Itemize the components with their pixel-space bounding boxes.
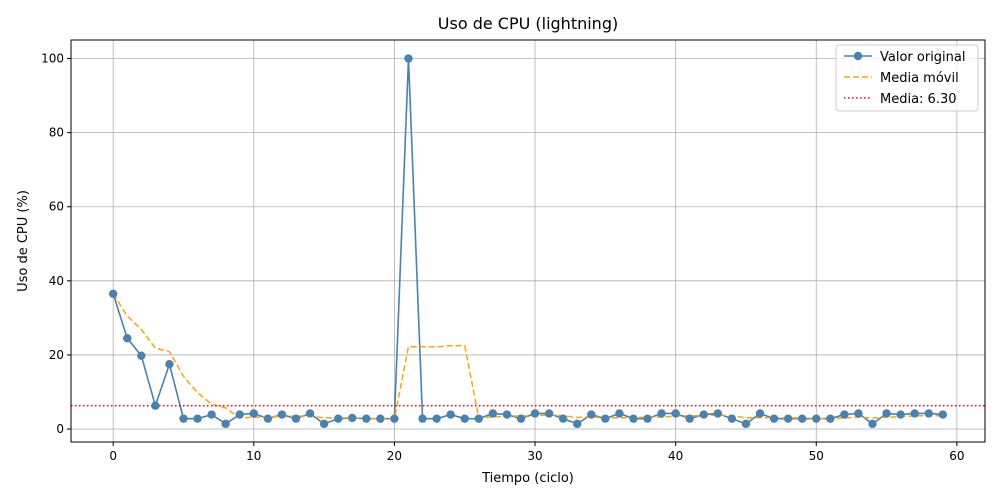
data-point-original (460, 414, 469, 423)
data-point-original (558, 414, 568, 423)
x-tick-label: 10 (246, 449, 261, 463)
data-point-original (502, 410, 512, 419)
data-point-original (404, 54, 413, 63)
data-point-original (362, 414, 371, 423)
data-point-original (544, 409, 554, 418)
legend-marker-original (853, 51, 863, 61)
grid (71, 40, 985, 442)
data-point-original (896, 410, 905, 419)
data-point-original (882, 409, 891, 418)
data-point-original (348, 413, 357, 423)
data-point-original (826, 414, 835, 423)
y-tick-label: 40 (49, 274, 64, 288)
y-tick-label: 60 (49, 200, 64, 214)
data-point-original (769, 414, 779, 423)
data-point-original (108, 289, 118, 298)
legend-box (835, 44, 979, 112)
data-point-original (263, 414, 273, 423)
data-point-original (938, 410, 948, 419)
data-point-original (333, 414, 343, 423)
data-point-original (741, 419, 751, 429)
legend-label-moving-average: Media móvil (880, 71, 959, 86)
data-point-original (601, 414, 610, 423)
x-tick-label: 40 (668, 449, 683, 463)
data-point-original (924, 409, 933, 418)
data-point-original (699, 410, 708, 419)
data-point-original (151, 401, 160, 410)
data-point-original (418, 414, 427, 423)
data-point-original (657, 409, 666, 418)
x-axis-label: Tiempo (ciclo) (481, 471, 574, 486)
data-point-original (165, 359, 174, 369)
plot-frame (70, 39, 986, 443)
data-point-original (643, 414, 652, 423)
data-point-original (868, 419, 877, 429)
data-point-original (755, 409, 765, 418)
data-point-original (783, 414, 793, 423)
data-point-original (530, 409, 540, 418)
data-point-original (123, 334, 132, 343)
x-tick-label: 30 (527, 449, 542, 463)
data-point-original (854, 409, 863, 418)
data-point-original (587, 410, 596, 419)
data-point-original (137, 351, 146, 360)
legend-label-original: Valor original (880, 50, 965, 65)
data-point-original (193, 414, 202, 423)
data-point-original (840, 410, 849, 419)
data-point-original (319, 419, 329, 429)
data-point-original (376, 414, 385, 423)
y-tick-label: 80 (49, 126, 64, 140)
data-point-original (446, 410, 455, 419)
y-axis-label: Uso de CPU (%) (16, 190, 31, 292)
data-point-original (291, 414, 301, 423)
data-point-original (685, 414, 694, 423)
data-point-original (179, 414, 188, 423)
data-point-original (305, 409, 315, 418)
data-point-original (629, 414, 638, 423)
data-point-original (277, 410, 287, 419)
data-point-original (249, 409, 258, 418)
data-point-original (671, 409, 680, 418)
x-tick-label: 50 (809, 449, 824, 463)
data-point-original (615, 409, 624, 418)
plot-area (71, 54, 985, 429)
y-tick-label: 20 (49, 348, 64, 362)
x-tick-label: 60 (949, 449, 964, 463)
data-point-original (235, 410, 244, 419)
x-axis: 0 10 20 30 40 50 60 (109, 442, 965, 463)
y-tick-label: 100 (41, 52, 64, 66)
data-point-original (812, 414, 821, 423)
legend: Valor original Media móvil Media: 6.30 (835, 44, 979, 112)
data-point-original (798, 414, 807, 423)
chart-title: Uso de CPU (lightning) (438, 14, 618, 33)
y-axis: 0 20 40 60 80 100 (41, 52, 71, 436)
data-point-original (432, 414, 441, 423)
data-point-original (573, 419, 582, 429)
data-point-original (727, 414, 737, 423)
data-point-original (713, 409, 723, 418)
legend-label-mean: Media: 6.30 (880, 92, 957, 107)
data-point-original (390, 414, 399, 423)
data-point-original (910, 409, 919, 418)
data-point-original (207, 410, 216, 419)
data-point-original (516, 414, 526, 423)
data-point-original (221, 419, 230, 429)
data-point-original (474, 414, 483, 423)
data-point-original (488, 409, 498, 418)
x-tick-label: 0 (109, 449, 117, 463)
y-tick-label: 0 (56, 422, 64, 436)
x-tick-label: 20 (387, 449, 402, 463)
